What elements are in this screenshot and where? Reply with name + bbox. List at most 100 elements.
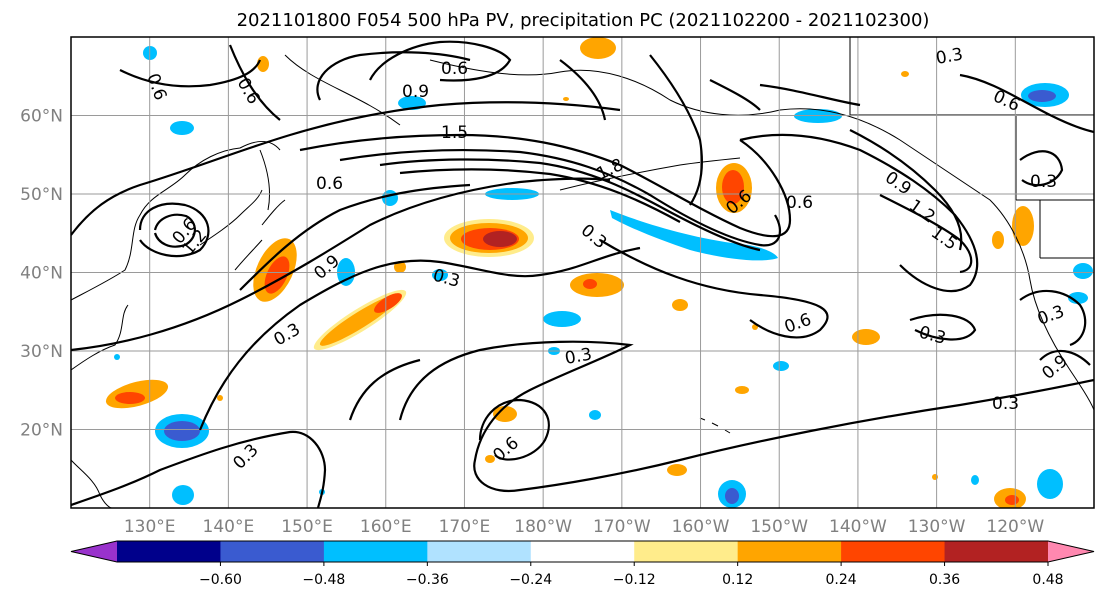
contour-label: 0.3 bbox=[1030, 172, 1057, 192]
contour-label: 0.3 bbox=[992, 394, 1019, 414]
precip-positive-area bbox=[901, 71, 909, 77]
pv-contour-line bbox=[71, 430, 327, 508]
colorbar-tick-label: 0.36 bbox=[929, 572, 960, 588]
precip-negative-area bbox=[114, 354, 120, 360]
lon-tick-label: 140°W bbox=[829, 517, 887, 537]
pv-contour-line bbox=[153, 213, 196, 248]
colorbar-segment bbox=[427, 541, 532, 562]
pv-contour-line bbox=[138, 202, 210, 258]
precip-negative-area bbox=[1028, 90, 1056, 102]
precip-positive-area bbox=[992, 231, 1004, 249]
precip-positive-area bbox=[485, 455, 495, 463]
lat-tick-label: 50°N bbox=[20, 185, 63, 205]
precip-negative-area bbox=[1037, 469, 1063, 499]
precip-positive-area bbox=[852, 329, 880, 345]
precip-negative-area bbox=[164, 421, 200, 441]
longitude-tick-labels: 130°E 140°E 150°E 160°E 170°E 180°W 170°W 160°W… bbox=[124, 517, 1045, 537]
lon-tick-label: 160°E bbox=[360, 517, 412, 537]
lat-tick-label: 20°N bbox=[20, 421, 63, 441]
precip-negative-area bbox=[1073, 263, 1093, 279]
lon-tick-label: 150°E bbox=[281, 517, 333, 537]
precip-shading bbox=[105, 37, 1093, 508]
precip-positive-area bbox=[483, 231, 517, 247]
colorbar-segment bbox=[323, 541, 428, 562]
precip-negative-area bbox=[1068, 292, 1088, 304]
lon-tick-label: 180°W bbox=[514, 517, 572, 537]
lon-tick-label: 120°W bbox=[986, 517, 1044, 537]
latitude-tick-labels: 20°N 30°N 40°N 50°N 60°N bbox=[20, 107, 63, 441]
pv-contour-line bbox=[909, 313, 977, 341]
pv-contour-line bbox=[71, 101, 621, 236]
pv-contour-line bbox=[879, 194, 973, 274]
map-frame bbox=[70, 36, 1095, 509]
lat-tick-label: 30°N bbox=[20, 342, 63, 362]
precip-negative-area bbox=[543, 311, 581, 327]
coastline-north-america bbox=[429, 59, 1094, 411]
precip-positive-area bbox=[563, 97, 569, 101]
lon-tick-label: 130°W bbox=[908, 517, 966, 537]
pv-contour-line bbox=[398, 340, 1094, 493]
pv-contour-line bbox=[709, 79, 861, 111]
contour-label: 0.6 bbox=[316, 174, 343, 194]
precip-positive-area bbox=[394, 261, 406, 273]
precip-negative-area bbox=[725, 488, 739, 504]
colorbar-outline bbox=[70, 540, 1095, 563]
contour-label: 0.3 bbox=[934, 45, 964, 69]
colorbar-tick-label: −0.48 bbox=[302, 572, 345, 588]
lon-tick-label: 160°W bbox=[672, 517, 730, 537]
lon-tick-label: 140°E bbox=[203, 517, 255, 537]
precip-positive-area bbox=[217, 395, 223, 401]
pv-contour-line bbox=[599, 239, 829, 339]
pv-contour-line bbox=[1019, 150, 1064, 187]
precip-negative-area bbox=[610, 210, 778, 261]
pv-contour-line bbox=[649, 54, 704, 206]
pv-contours bbox=[71, 40, 1094, 508]
colorbar: −0.60 −0.48 −0.36 −0.24 −0.12 0.12 0.24 0.36 0.4… bbox=[70, 540, 1095, 588]
lon-tick-label: 170°E bbox=[439, 517, 491, 537]
lat-tick-label: 40°N bbox=[20, 264, 63, 284]
precip-positive-area bbox=[583, 279, 597, 289]
precip-negative-area bbox=[170, 121, 194, 135]
colorbar-tick-label: 0.24 bbox=[826, 572, 857, 588]
colorbar-segment bbox=[841, 541, 946, 562]
pv-contour-line bbox=[1039, 349, 1091, 366]
colorbar-segment bbox=[634, 541, 739, 562]
pv-contour-line bbox=[379, 158, 761, 252]
precip-positive-area bbox=[493, 406, 517, 422]
precip-positive-area bbox=[1005, 495, 1019, 505]
colorbar-segment bbox=[117, 541, 221, 562]
precip-positive-area bbox=[580, 37, 616, 59]
coastline-china bbox=[71, 304, 129, 371]
contour-label: 1.5 bbox=[441, 123, 468, 143]
precip-positive-area bbox=[722, 170, 744, 204]
colorbar-tick-label: −0.60 bbox=[199, 572, 242, 588]
precip-positive-area bbox=[1012, 206, 1034, 246]
lon-tick-label: 170°W bbox=[593, 517, 651, 537]
precip-positive-area bbox=[667, 464, 687, 476]
lon-tick-label: 130°E bbox=[124, 517, 176, 537]
pv-contour-line bbox=[299, 133, 792, 238]
precip-positive-area bbox=[570, 273, 624, 297]
contour-label: 0.6 bbox=[441, 59, 468, 79]
map-panel: 0.6 0.6 0.6 0.9 1.5 0.6 0.6 1.8 0.6 0.9 … bbox=[70, 36, 1095, 509]
colorbar-extend-high bbox=[1048, 541, 1094, 562]
contour-label: 0.3 bbox=[563, 345, 593, 369]
pv-contour-line bbox=[198, 246, 641, 431]
precip-negative-area bbox=[773, 361, 789, 371]
colorbar-segment bbox=[220, 541, 325, 562]
precip-positive-area bbox=[115, 392, 145, 404]
pv-contour-line bbox=[239, 183, 471, 291]
colorbar-extend-low bbox=[71, 541, 117, 562]
precip-positive-area bbox=[374, 293, 402, 313]
colorbar-tick-label: −0.36 bbox=[406, 572, 449, 588]
coastline-japan bbox=[199, 189, 286, 271]
colorbar-segment bbox=[737, 541, 842, 562]
colorbar-tick-label: −0.24 bbox=[509, 572, 552, 588]
pv-contour-line bbox=[348, 358, 421, 421]
pv-contour-line bbox=[478, 398, 550, 461]
precip-negative-area bbox=[172, 485, 194, 505]
pv-contour-line bbox=[399, 168, 681, 223]
colorbar-segment bbox=[944, 541, 1049, 562]
pv-contour-line bbox=[228, 44, 281, 121]
